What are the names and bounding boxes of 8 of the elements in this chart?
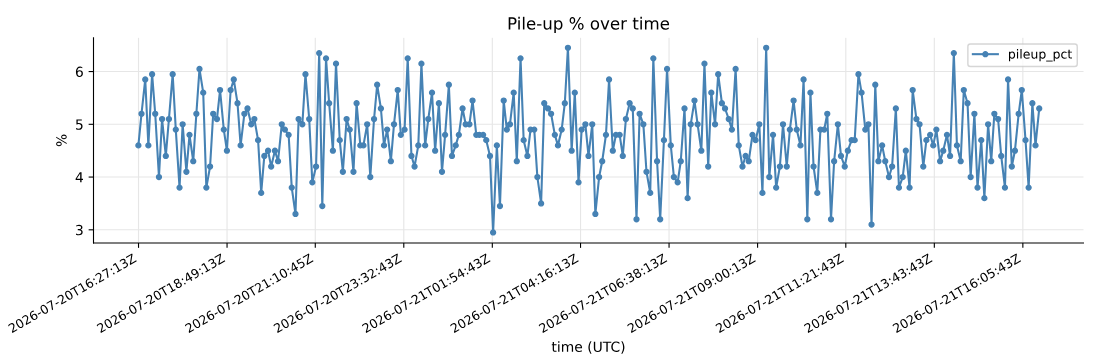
y-tick-label: 5 [76, 119, 83, 130]
y-axis-title: % [56, 134, 67, 147]
legend-label: pileup_pct [1009, 49, 1072, 62]
chart-title: Pile-up % over time [508, 16, 670, 33]
x-axis-title: time (UTC) [551, 341, 625, 354]
y-tick-label: 3 [76, 224, 83, 236]
y-tick-label: 6 [75, 66, 83, 78]
y-tick-label: 4 [75, 172, 83, 183]
